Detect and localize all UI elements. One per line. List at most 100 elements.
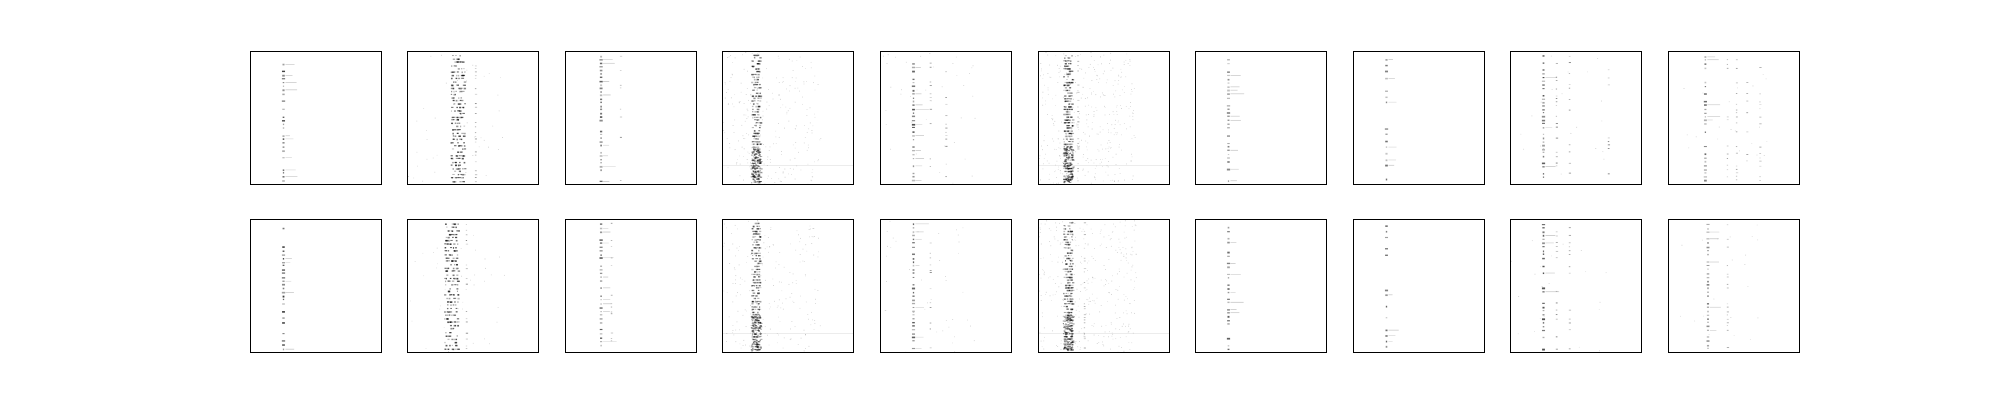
- band-mark: [1065, 147, 1068, 149]
- noise-dot: [736, 247, 738, 249]
- band-mark: [1069, 317, 1072, 319]
- band-mark: [1063, 348, 1065, 350]
- noise-dot: [738, 250, 739, 251]
- stripe-mark: [1227, 82, 1230, 84]
- band-mark: [758, 316, 761, 318]
- band-mark: [1066, 68, 1070, 70]
- band-mark: [463, 173, 466, 176]
- stripe-mark: [1227, 301, 1230, 304]
- band-mark: [756, 143, 759, 146]
- secondary-mark: [465, 318, 468, 320]
- band-mark: [1068, 344, 1072, 346]
- band-mark: [1071, 170, 1073, 173]
- noise-dot: [746, 108, 748, 110]
- band-mark: [1064, 260, 1067, 262]
- band-mark: [1070, 346, 1073, 349]
- noise-dot: [778, 94, 780, 96]
- noise-dot: [1131, 91, 1133, 92]
- noise-dot: [1131, 156, 1133, 158]
- band-mark: [1062, 332, 1065, 334]
- noise-dot: [472, 342, 474, 344]
- noise-dot: [751, 344, 753, 346]
- noise-dot: [953, 142, 955, 143]
- noise-dot: [1056, 177, 1057, 178]
- noise-dot: [1129, 59, 1131, 60]
- noise-dot: [1087, 244, 1089, 246]
- band-mark: [758, 92, 760, 94]
- noise-dot: [1749, 339, 1751, 340]
- band-mark: [760, 176, 763, 178]
- secondary-mark: [929, 242, 932, 244]
- secondary-mark: [610, 265, 613, 266]
- band-mark: [751, 114, 754, 116]
- noise-dot: [1128, 108, 1130, 110]
- noise-dot: [1096, 133, 1098, 135]
- noise-dot: [1111, 332, 1113, 334]
- noise-dot: [1550, 55, 1552, 57]
- band-mark: [459, 181, 462, 183]
- secondary-mark: [1759, 165, 1762, 167]
- stripe-mark: [911, 115, 916, 118]
- band-mark: [446, 297, 448, 300]
- noise-dot: [1092, 278, 1094, 280]
- noise-dot: [784, 176, 786, 178]
- stripe-mark: [1706, 273, 1710, 275]
- noise-dot: [1086, 123, 1088, 125]
- band-mark: [1071, 178, 1073, 180]
- band-mark: [758, 260, 762, 262]
- noise-dot: [744, 309, 746, 311]
- noise-dot: [1112, 156, 1114, 158]
- noise-dot: [768, 344, 770, 346]
- noise-dot: [802, 66, 803, 67]
- band-mark: [758, 350, 761, 351]
- band-mark: [1072, 159, 1075, 161]
- band-mark: [754, 168, 756, 169]
- noise-dot: [757, 94, 759, 96]
- band-mark: [459, 170, 461, 173]
- band-mark: [752, 325, 755, 327]
- noise-dot: [1119, 221, 1121, 223]
- band-mark: [457, 68, 460, 70]
- band-mark: [1069, 147, 1072, 149]
- noise-dot: [930, 299, 932, 300]
- band-mark: [1070, 222, 1073, 224]
- band-mark: [1064, 338, 1067, 340]
- noise-dot: [778, 136, 780, 138]
- band-mark: [756, 346, 759, 349]
- band-mark: [456, 288, 459, 290]
- noise-dot: [735, 329, 737, 331]
- noise-dot: [813, 113, 815, 115]
- secondary-mark: [474, 103, 477, 105]
- stripe-mark: [281, 100, 286, 102]
- band-mark: [757, 252, 760, 254]
- band-mark: [1067, 154, 1070, 156]
- stripe-mark: [599, 333, 603, 335]
- noise-dot: [1118, 238, 1120, 240]
- band-mark: [1066, 295, 1070, 298]
- band-mark: [1067, 60, 1070, 62]
- band-mark: [756, 132, 758, 134]
- band-mark: [1070, 171, 1072, 172]
- noise-dot: [1111, 232, 1113, 233]
- band-mark: [457, 301, 459, 303]
- band-mark: [755, 281, 757, 284]
- band-mark: [1068, 181, 1070, 183]
- band-mark: [758, 279, 761, 281]
- band-mark: [1067, 116, 1070, 118]
- band-mark: [463, 145, 466, 147]
- noise-dot: [737, 292, 738, 294]
- band-mark: [751, 105, 754, 108]
- band-mark: [1069, 178, 1072, 180]
- band-mark: [451, 284, 454, 286]
- noise-dot: [1762, 74, 1764, 75]
- band-mark: [451, 97, 454, 99]
- noise-dot: [1079, 298, 1080, 300]
- band-mark: [1067, 230, 1069, 233]
- noise-dot: [1132, 113, 1134, 114]
- band-mark: [752, 143, 755, 146]
- noise-dot: [766, 246, 768, 248]
- noise-dot: [810, 61, 812, 63]
- noise-dot: [1093, 162, 1095, 164]
- noise-dot: [767, 175, 769, 177]
- band-mark: [756, 73, 759, 76]
